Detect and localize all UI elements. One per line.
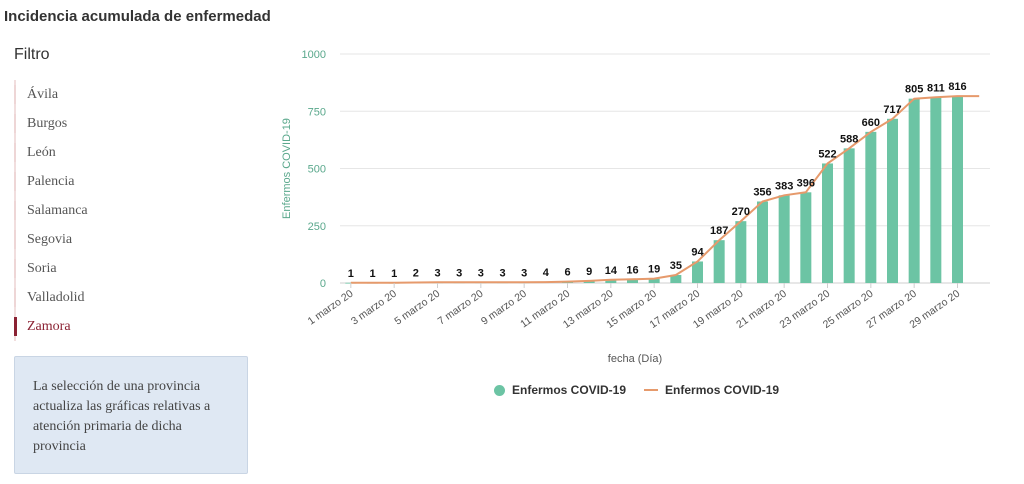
data-label: 94 — [691, 246, 704, 258]
legend-item-bars[interactable]: Enfermos COVID-19 — [494, 383, 626, 397]
filter-item-burgos[interactable]: Burgos — [14, 109, 88, 138]
data-label: 19 — [648, 264, 660, 276]
bar — [887, 118, 898, 283]
bar — [843, 148, 855, 283]
data-label: 356 — [753, 186, 771, 198]
legend-item-line[interactable]: Enfermos COVID-19 — [644, 383, 779, 397]
bar — [822, 163, 833, 283]
y-tick-label: 1000 — [302, 49, 326, 61]
legend-bar-marker — [494, 384, 505, 396]
y-tick-label: 0 — [320, 278, 326, 290]
legend-line-marker — [644, 389, 659, 391]
data-label: 805 — [905, 84, 923, 96]
legend-bar-label: Enfermos COVID-19 — [512, 383, 627, 397]
bar — [952, 96, 963, 283]
bar — [735, 221, 747, 283]
data-label: 1 — [348, 268, 354, 280]
bar — [605, 279, 617, 283]
bar — [713, 240, 725, 283]
data-label: 4 — [543, 267, 550, 279]
data-label: 3 — [521, 267, 527, 279]
bar — [670, 274, 682, 283]
bar — [627, 279, 638, 283]
x-tick-label: 3 marzo 20 — [349, 288, 399, 328]
data-label: 187 — [710, 225, 728, 237]
data-label: 1 — [391, 268, 397, 280]
filter-title: Filtro — [14, 46, 50, 63]
y-axis-label: Enfermos COVID-19 — [281, 118, 293, 219]
y-tick-label: 500 — [308, 164, 326, 176]
data-label: 383 — [775, 180, 793, 192]
data-label: 35 — [670, 260, 682, 272]
bar — [865, 131, 877, 283]
data-label: 270 — [732, 206, 750, 218]
legend-line-label: Enfermos COVID-19 — [665, 383, 780, 397]
province-filter-list: Ávila Burgos León Palencia Salamanca Seg… — [14, 80, 88, 341]
filter-item-zamora[interactable]: Zamora — [14, 312, 88, 341]
data-label: 6 — [564, 267, 570, 279]
x-tick-label: 5 marzo 20 — [392, 288, 442, 328]
filter-item-valladolid[interactable]: Valladolid — [14, 283, 88, 312]
chart-legend: Enfermos COVID-19 Enfermos COVID-19 — [494, 383, 797, 397]
y-tick-label: 250 — [308, 221, 326, 233]
data-label: 588 — [840, 133, 858, 145]
bar — [908, 98, 920, 283]
bar — [757, 201, 768, 283]
bar — [648, 278, 660, 283]
page-title: Incidencia acumulada de enfermedad — [4, 8, 271, 25]
x-tick-label: 7 marzo 20 — [436, 288, 486, 328]
data-label: 1 — [369, 268, 375, 280]
data-label: 660 — [862, 117, 880, 129]
bar — [778, 195, 790, 283]
data-label: 2 — [413, 268, 419, 280]
data-label: 9 — [586, 266, 592, 278]
filter-item-palencia[interactable]: Palencia — [14, 167, 88, 196]
bar — [692, 261, 703, 283]
filter-item-soria[interactable]: Soria — [14, 254, 88, 283]
series-line — [350, 95, 980, 284]
bar — [800, 192, 812, 283]
y-tick-label: 750 — [308, 106, 326, 118]
data-label: 522 — [818, 148, 836, 160]
data-label: 717 — [883, 104, 901, 116]
filter-item-salamanca[interactable]: Salamanca — [14, 196, 88, 225]
bar — [930, 97, 942, 283]
data-label: 816 — [948, 81, 966, 93]
data-label: 3 — [499, 267, 505, 279]
data-label: 14 — [605, 265, 618, 277]
cumulative-incidence-chart: 0 250 500 750 1000 Enfermos COVID-19 1 1 1 2 3 3 3 3 3… — [281, 49, 990, 365]
bar — [583, 280, 595, 283]
x-tick-label: 1 marzo 20 — [306, 288, 356, 328]
data-label: 3 — [478, 267, 484, 279]
data-label: 811 — [927, 82, 945, 94]
data-label: 3 — [456, 267, 462, 279]
data-label: 396 — [797, 177, 815, 189]
filter-item-segovia[interactable]: Segovia — [14, 225, 88, 254]
x-axis-label: fecha (Día) — [608, 353, 662, 365]
data-label: 3 — [434, 267, 440, 279]
data-label: 16 — [626, 264, 638, 276]
filter-item-leon[interactable]: León — [14, 138, 88, 167]
info-box: La selección de una provincia actualiza … — [14, 356, 248, 474]
filter-item-avila[interactable]: Ávila — [14, 80, 88, 109]
